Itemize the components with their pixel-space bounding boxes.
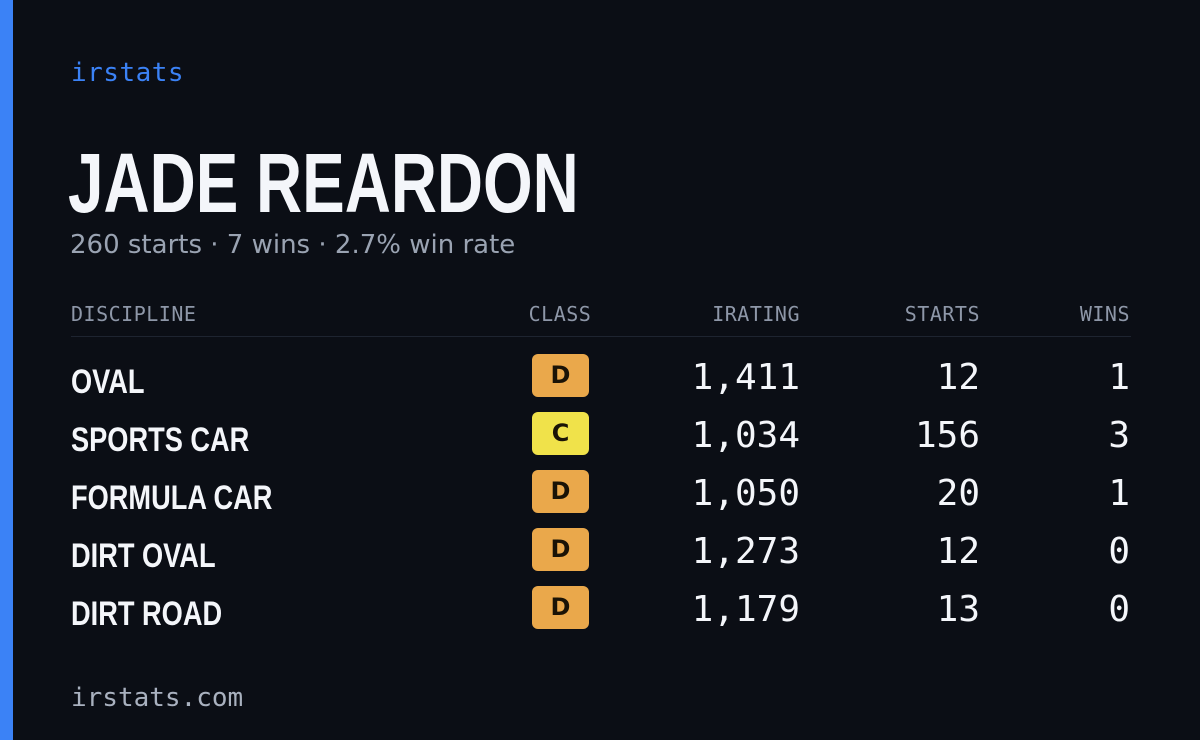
wins-value: 3 (1108, 415, 1130, 456)
discipline-name: SPORTS CAR (71, 421, 250, 459)
discipline-table: DISCIPLINE CLASS IRATING STARTS WINS OVA… (71, 296, 1131, 644)
starts-value: 12 (936, 531, 980, 572)
header-class: CLASS (528, 302, 592, 326)
header-wins: WINS (1079, 302, 1130, 326)
table-row: DIRT OVAL D 1,273 12 0 (71, 528, 1131, 586)
table-header: DISCIPLINE CLASS IRATING STARTS WINS (71, 296, 1131, 337)
accent-bar (0, 0, 13, 740)
header-starts: STARTS (904, 302, 980, 326)
table-row: FORMULA CAR D 1,050 20 1 (71, 470, 1131, 528)
starts-value: 13 (936, 589, 980, 630)
irating-value: 1,411 (691, 357, 800, 398)
table-row: OVAL D 1,411 12 1 (71, 354, 1131, 412)
driver-name: JADE REARDON (68, 136, 579, 230)
wins-value: 0 (1108, 589, 1130, 630)
starts-value: 156 (914, 415, 980, 456)
table-row: SPORTS CAR C 1,034 156 3 (71, 412, 1131, 470)
wins-value: 0 (1108, 531, 1130, 572)
class-badge: D (532, 528, 589, 571)
header-irating: IRATING (712, 302, 800, 326)
class-badge: D (532, 586, 589, 629)
class-badge: D (532, 470, 589, 513)
irating-value: 1,034 (691, 415, 800, 456)
starts-value: 20 (936, 473, 980, 514)
discipline-name: OVAL (71, 363, 145, 401)
class-badge: D (532, 354, 589, 397)
discipline-name: FORMULA CAR (71, 479, 273, 517)
discipline-name: DIRT OVAL (71, 537, 216, 575)
brand-logo: irstats (71, 58, 185, 88)
header-discipline: DISCIPLINE (71, 302, 197, 326)
class-badge: C (532, 412, 589, 455)
irating-value: 1,179 (691, 589, 800, 630)
footer-url: irstats.com (71, 683, 244, 713)
table-row: DIRT ROAD D 1,179 13 0 (71, 586, 1131, 644)
driver-summary: 260 starts · 7 wins · 2.7% win rate (70, 230, 516, 260)
irating-value: 1,050 (691, 473, 800, 514)
irating-value: 1,273 (691, 531, 800, 572)
table-body: OVAL D 1,411 12 1 SPORTS CAR C 1,034 156… (71, 354, 1131, 644)
wins-value: 1 (1108, 473, 1130, 514)
starts-value: 12 (936, 357, 980, 398)
wins-value: 1 (1108, 357, 1130, 398)
discipline-name: DIRT ROAD (71, 595, 223, 633)
